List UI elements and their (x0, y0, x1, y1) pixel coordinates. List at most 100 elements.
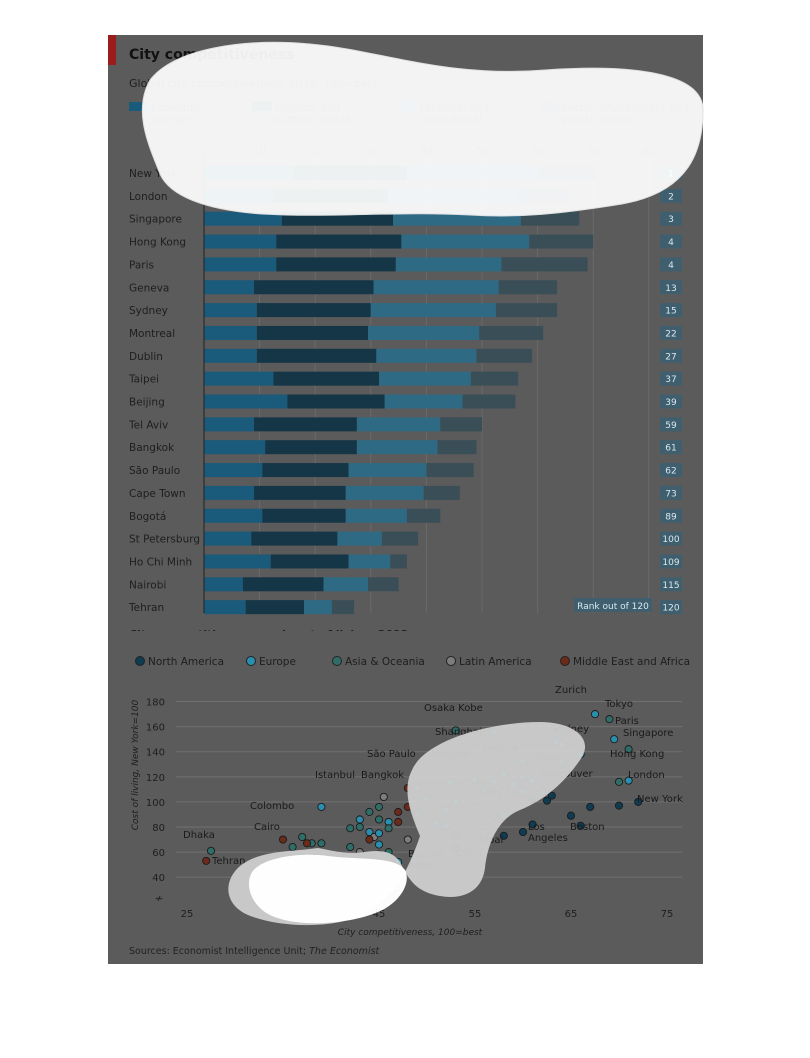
scatter-y-tick-label: 40 (152, 873, 165, 884)
rank-badge (660, 600, 682, 615)
bar-category-label: Bogotá (129, 511, 166, 523)
scatter-point (528, 776, 537, 785)
scatter-point (634, 797, 643, 806)
scatter-x-tick-label: 25 (181, 909, 194, 920)
rank-badge (660, 303, 682, 318)
bar-segment (204, 394, 288, 409)
scatter-annotation: Paris (615, 716, 639, 727)
rank-value: 62 (665, 467, 676, 477)
bar-segment (254, 280, 374, 295)
bar-category-label: Paris (129, 259, 154, 271)
scatter-point (403, 784, 412, 793)
scatter-point (518, 772, 528, 781)
scatter-annotation: Sydney (552, 724, 589, 735)
scatter-point (499, 811, 508, 820)
bar-segment (204, 485, 255, 500)
scatter-point (442, 806, 451, 815)
scatter-y-tick-label: 180 (146, 698, 165, 709)
scatter-point (374, 850, 384, 859)
scatter-annotation: New York (637, 794, 683, 805)
scatter-x-tick-label: 35 (277, 909, 290, 920)
scatter-point (490, 811, 499, 820)
scatter-point (206, 846, 216, 855)
scatter-point (346, 843, 355, 852)
bar-segment (495, 303, 558, 318)
rank-value: 109 (662, 558, 679, 568)
scatter-point (302, 839, 312, 848)
source-italic: The Economist (309, 946, 380, 957)
bar-segment (381, 531, 419, 546)
bar-segment (304, 600, 332, 615)
bar-category-label: Tehran (128, 602, 164, 614)
scatter-annotation: Vancouver (540, 769, 594, 780)
scatter-annotation: Moscow (431, 749, 471, 760)
bar-category-label: Hong Kong (129, 237, 186, 249)
bar-segment (348, 463, 427, 478)
bar-segment (262, 508, 346, 523)
scatter-point (379, 792, 388, 801)
bar-segment (426, 463, 474, 478)
scatter-annotation: Colombo (250, 801, 294, 812)
scatter-legend-label: North America (148, 656, 224, 668)
scatter-annotation: Hong Kong (610, 749, 664, 760)
scatter-annotation: Madrid (483, 745, 517, 756)
rank-badge (660, 325, 682, 340)
scatter-point (576, 750, 585, 759)
rank-badge (660, 463, 682, 478)
bar-segment (204, 440, 266, 455)
scatter-point (394, 858, 403, 867)
scatter-legend-marker (135, 656, 145, 666)
bar-segment (379, 371, 471, 386)
bar-segment (479, 325, 544, 340)
bar-segment (323, 577, 369, 592)
bar-segment (270, 554, 349, 569)
rank-badge (660, 348, 682, 363)
bar-segment (204, 257, 277, 272)
scatter-point (470, 796, 480, 805)
scatter-point (384, 848, 393, 857)
bar-segment (462, 394, 516, 409)
bar-segment (501, 257, 588, 272)
scatter-point (346, 824, 355, 833)
bar-segment (401, 234, 530, 249)
scatter-legend-marker (332, 656, 342, 666)
bar-segment (498, 280, 558, 295)
bar-category-label: St Petersburg (129, 534, 200, 546)
scatter-point (355, 822, 364, 832)
bar-segment (256, 348, 377, 363)
scatter-point (442, 821, 451, 830)
bar-segment (368, 325, 480, 340)
bar-segment (204, 531, 252, 546)
bar-segment (337, 531, 382, 546)
scatter-point (490, 727, 499, 736)
source-note: Sources: Economist Intelligence Unit; Th… (129, 946, 379, 957)
legend-swatch-economic (129, 102, 149, 111)
scatter-y-tick-label: 100 (146, 798, 165, 809)
bar-category-label: São Paulo (129, 465, 180, 477)
chart-figure: City competitiveness Global city competi… (108, 35, 703, 964)
rank-value: 39 (665, 398, 677, 408)
bar-segment (251, 531, 338, 546)
scatter-annotation: São Paulo (367, 749, 416, 760)
scatter-point (288, 843, 297, 852)
scatter-annotation: Singapore (623, 728, 673, 739)
rank-value: 27 (665, 352, 676, 362)
rank-label: Rank out of 120 (577, 602, 649, 612)
rank-badge (660, 440, 682, 455)
rank-value: 115 (662, 581, 679, 591)
bar-segment (356, 440, 438, 455)
scatter-x-tick-label: 75 (661, 909, 674, 920)
scatter-point (542, 796, 552, 805)
scatter-point (432, 819, 441, 828)
scatter-annotation: Istanbul (315, 770, 355, 781)
scatter-point (538, 787, 547, 796)
scatter-annotation: London (628, 770, 665, 781)
rank-value: 73 (665, 489, 676, 499)
scatter-annotation: Doha (456, 848, 482, 859)
scatter-point (283, 864, 292, 873)
scatter-annotation: Mumbai (353, 859, 393, 870)
bar-segment (345, 485, 424, 500)
scatter-legend-label: Europe (259, 656, 296, 668)
scatter-y-tick-label: 80 (152, 823, 165, 834)
